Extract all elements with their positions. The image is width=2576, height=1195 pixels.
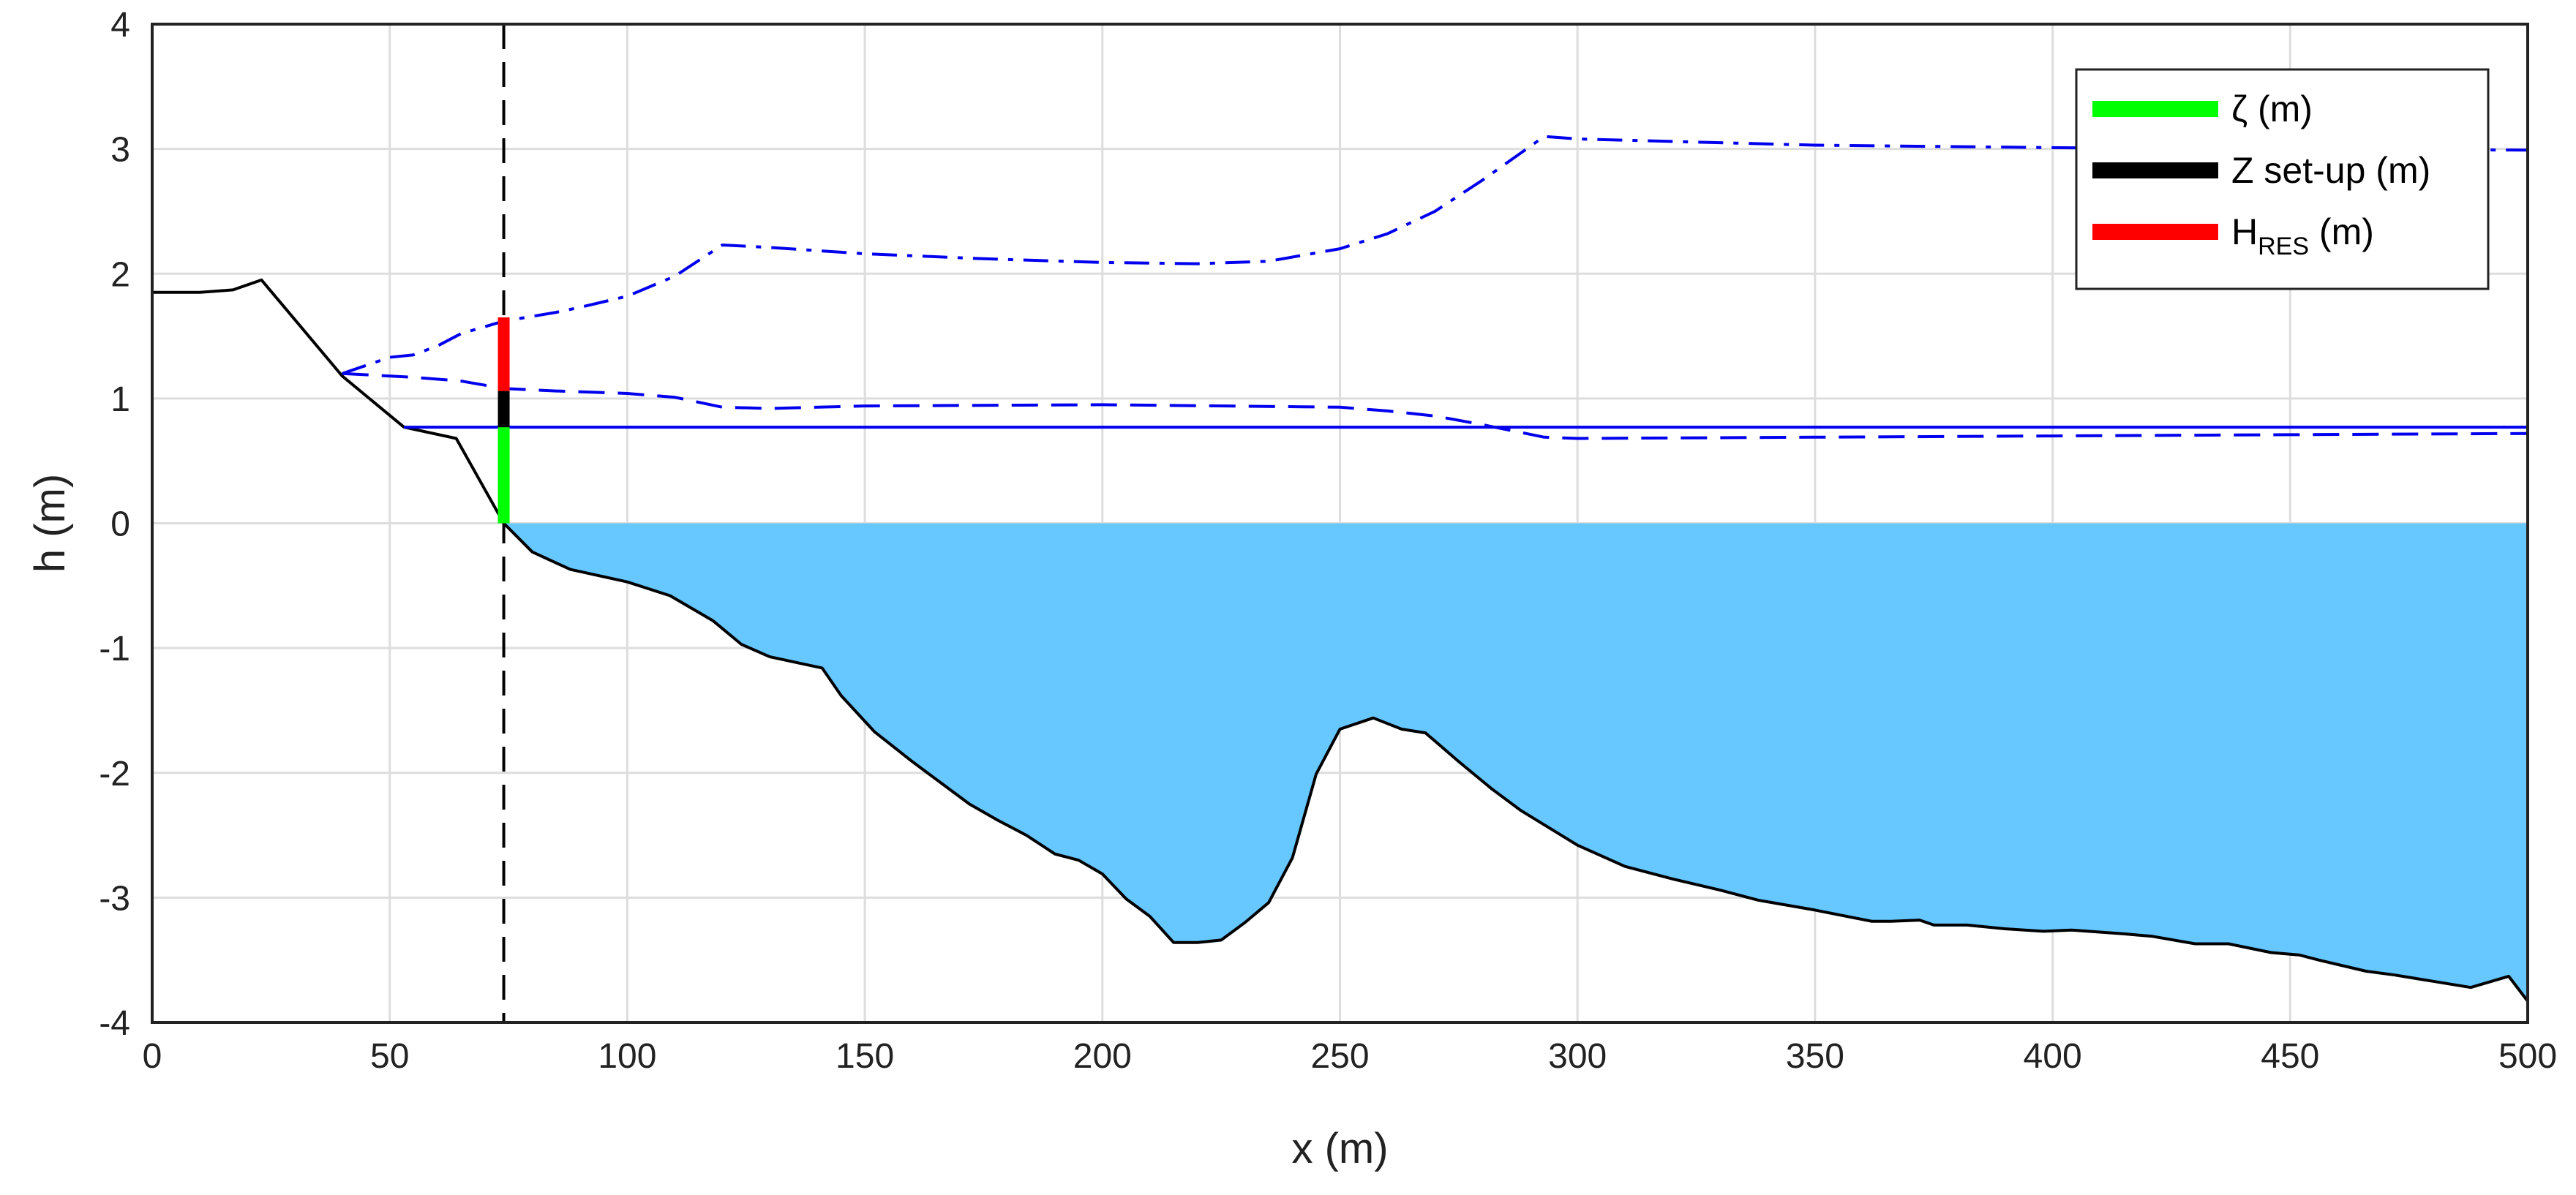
y-tick-label: 4 [110,6,130,45]
legend-label-hres: HRES (m) [2231,211,2374,260]
y-tick-label: -1 [99,630,130,668]
tick-labels: 0 50 100 150 200 250 300 350 400 450 500 -4 -3 -2 -1 0 1… [99,6,2557,1076]
y-tick-label: -3 [99,879,130,918]
x-tick-label: 50 [370,1037,409,1076]
y-tick-label: -2 [99,755,130,793]
legend-label-setup: Z set-up (m) [2231,150,2430,191]
series-line-dash-dot-profile [342,135,2528,375]
legend-item-setup: Z set-up (m) [2092,150,2430,191]
y-tick-label: -4 [99,1004,130,1043]
x-tick-label: 400 [2024,1037,2082,1076]
legend-swatch-setup [2092,162,2218,178]
x-tick-label: 300 [1548,1037,1607,1076]
x-tick-label: 200 [1073,1037,1132,1076]
legend-item-zeta: ζ (m) [2092,88,2313,129]
water-area [503,523,2528,1001]
y-tick-label: 0 [110,505,130,544]
x-tick-label: 500 [2498,1037,2557,1076]
x-tick-label: 150 [835,1037,894,1076]
wave-bars [497,317,510,524]
y-axis-label: h (m) [26,474,74,573]
series-line-dashed-profile [342,372,2528,440]
x-tick-label: 450 [2261,1037,2319,1076]
x-tick-label: 0 [143,1037,162,1076]
legend-swatch-hres [2092,224,2218,240]
y-tick-label: 1 [110,380,130,419]
x-axis-label: x (m) [1291,1125,1388,1172]
series-line-bathymetry [152,278,2529,1003]
bar-zeta [497,427,510,524]
legend-label-zeta: ζ (m) [2231,88,2313,129]
y-tick-label: 2 [110,255,130,294]
bar-setup [497,391,510,428]
legend-swatch-zeta [2092,101,2218,117]
y-tick-label: 3 [110,131,130,170]
x-tick-label: 350 [1786,1037,1844,1076]
x-tick-label: 250 [1310,1037,1369,1076]
water-fill [503,523,2528,1001]
axes-box [151,23,2529,1024]
bar-hres [497,317,510,391]
legend: ζ (m) Z set-up (m) HRES (m) [2075,68,2490,290]
legend-item-hres: HRES (m) [2092,211,2374,260]
x-tick-label: 100 [598,1037,656,1076]
